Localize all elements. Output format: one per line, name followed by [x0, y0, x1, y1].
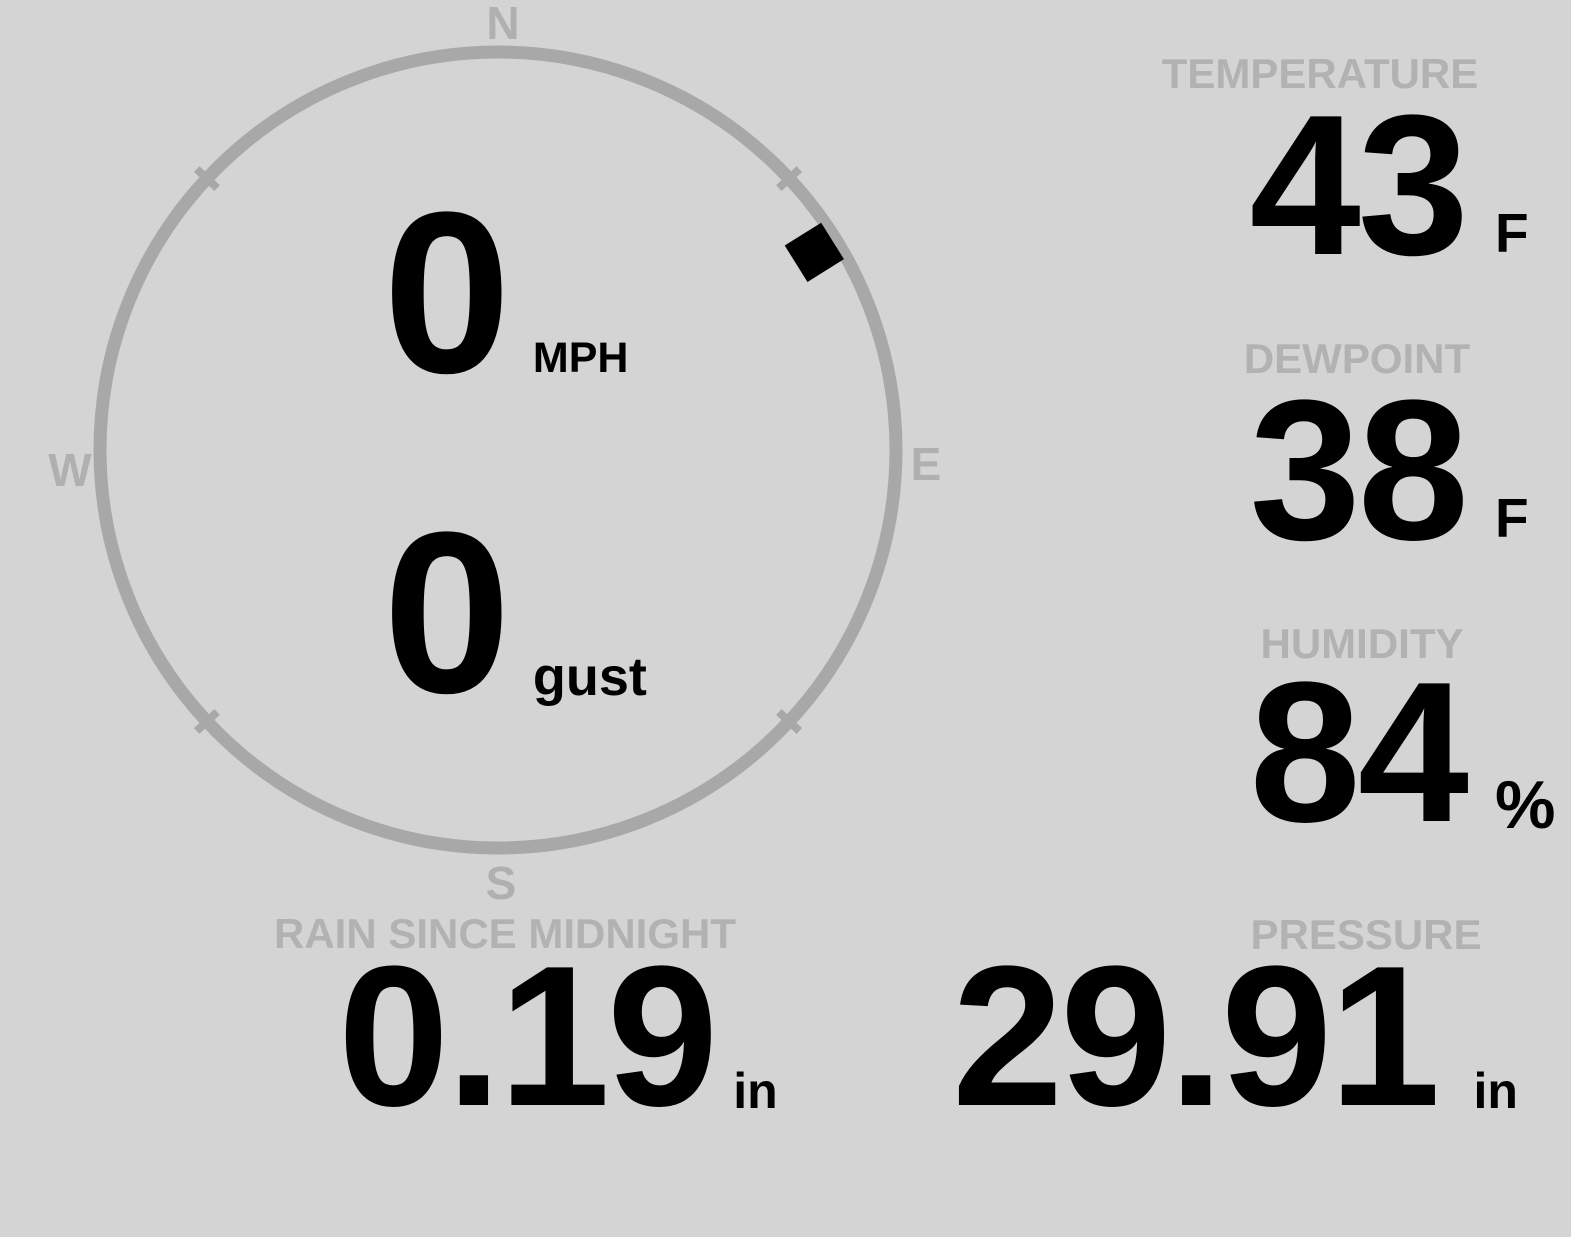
dewpoint-label: DEWPOINT: [1243, 335, 1471, 382]
pressure-label: PRESSURE: [1250, 911, 1482, 958]
rain-since-midnight-unit: in: [733, 1063, 778, 1119]
humidity-unit: %: [1495, 767, 1556, 843]
rain-since-midnight-reading: 0.19 in: [338, 937, 778, 1137]
pressure-reading: 29.91 in: [952, 937, 1518, 1137]
temperature-label: TEMPERATURE: [1161, 50, 1479, 97]
wind-direction-marker: [784, 222, 844, 282]
compass-west-label: W: [48, 444, 92, 496]
pressure-value: 29.91: [952, 925, 1440, 1148]
temperature-unit: F: [1495, 202, 1529, 264]
compass-north-label: N: [486, 0, 520, 49]
rain-since-midnight-label: RAIN SINCE MIDNIGHT: [274, 910, 736, 957]
compass-east-label: E: [910, 438, 942, 490]
wind-speed-unit: MPH: [532, 334, 629, 382]
rain-since-midnight-value: 0.19: [338, 925, 718, 1148]
wind-gust-value: 0: [383, 484, 511, 741]
wind-speed-value: 0: [383, 164, 511, 421]
humidity-reading: 84 %: [1250, 653, 1560, 853]
dewpoint-value: 38: [1249, 359, 1469, 582]
pressure-unit: in: [1473, 1063, 1518, 1119]
humidity-label: HUMIDITY: [1260, 620, 1464, 667]
wind-gust: 0 gust: [383, 498, 647, 728]
temperature-reading: 43 F: [1250, 86, 1560, 286]
dewpoint-reading: 38 F: [1250, 371, 1560, 571]
compass-ring: [93, 45, 903, 855]
temperature-value: 43: [1249, 74, 1469, 297]
compass-intercardinal-ticks: [193, 166, 803, 734]
humidity-value: 84: [1249, 641, 1469, 864]
wind-compass-gauge: [93, 45, 903, 855]
compass-south-label: S: [485, 857, 517, 909]
wind-gust-unit: gust: [532, 647, 647, 707]
dewpoint-unit: F: [1495, 487, 1529, 549]
wind-speed: 0 MPH: [383, 178, 628, 408]
